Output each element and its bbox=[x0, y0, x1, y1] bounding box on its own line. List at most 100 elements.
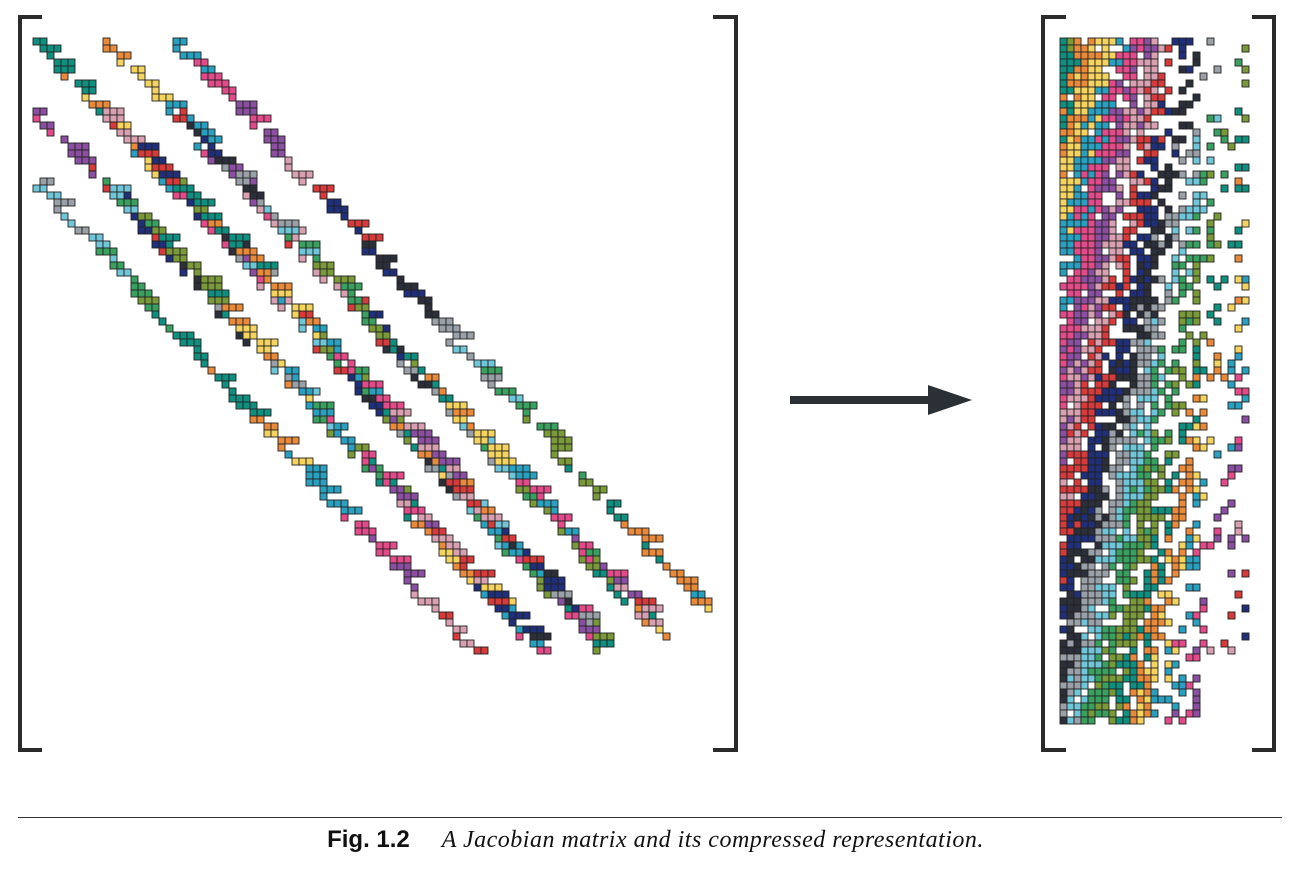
matrix-entry-cell bbox=[102, 247, 111, 256]
matrix-entry-cell bbox=[382, 401, 391, 410]
matrix-entry-cell bbox=[1122, 233, 1131, 242]
matrix-entry-cell bbox=[200, 198, 209, 207]
matrix-entry-cell bbox=[1129, 212, 1138, 221]
matrix-entry-cell bbox=[501, 457, 510, 466]
matrix-entry-cell bbox=[1150, 618, 1159, 627]
matrix-entry-cell bbox=[291, 366, 300, 375]
matrix-entry-cell bbox=[221, 233, 230, 242]
matrix-entry-cell bbox=[1143, 51, 1152, 60]
matrix-entry-cell bbox=[1101, 688, 1110, 697]
matrix-entry-cell bbox=[284, 156, 293, 165]
matrix-entry-cell bbox=[1094, 226, 1103, 235]
matrix-entry-cell bbox=[1178, 317, 1187, 326]
matrix-entry-cell bbox=[1087, 345, 1096, 354]
matrix-entry-cell bbox=[1185, 149, 1194, 158]
matrix-entry-cell bbox=[494, 450, 503, 459]
matrix-entry-cell bbox=[1157, 373, 1166, 382]
matrix-entry-cell bbox=[102, 114, 111, 123]
matrix-entry-cell bbox=[151, 310, 160, 319]
matrix-entry-cell bbox=[1234, 464, 1243, 473]
matrix-entry-cell bbox=[1136, 79, 1145, 88]
matrix-entry-cell bbox=[1136, 702, 1145, 711]
matrix-entry-cell bbox=[529, 492, 538, 501]
matrix-entry-cell bbox=[1136, 324, 1145, 333]
matrix-entry-cell bbox=[1122, 163, 1131, 172]
matrix-entry-cell bbox=[1143, 254, 1152, 263]
matrix-entry-cell bbox=[1199, 492, 1208, 501]
matrix-entry-cell bbox=[1143, 674, 1152, 683]
matrix-entry-cell bbox=[592, 618, 601, 627]
matrix-entry-cell bbox=[1087, 65, 1096, 74]
matrix-entry-cell bbox=[1115, 184, 1124, 193]
matrix-entry-cell bbox=[550, 583, 559, 592]
matrix-entry-cell bbox=[312, 240, 321, 249]
matrix-entry-cell bbox=[1192, 695, 1201, 704]
matrix-entry-cell bbox=[1157, 632, 1166, 641]
matrix-entry-cell bbox=[1150, 688, 1159, 697]
matrix-entry-cell bbox=[270, 128, 279, 137]
caption-text: A Jacobian matrix and its compressed rep… bbox=[441, 827, 984, 853]
matrix-entry-cell bbox=[466, 422, 475, 431]
matrix-entry-cell bbox=[557, 583, 566, 592]
matrix-entry-cell bbox=[550, 576, 559, 585]
matrix-entry-cell bbox=[1129, 618, 1138, 627]
matrix-entry-cell bbox=[235, 303, 244, 312]
matrix-entry-cell bbox=[1157, 604, 1166, 613]
matrix-entry-cell bbox=[1094, 163, 1103, 172]
matrix-entry-cell bbox=[382, 548, 391, 557]
matrix-entry-cell bbox=[1094, 107, 1103, 116]
matrix-entry-cell bbox=[1059, 142, 1068, 151]
matrix-entry-cell bbox=[1150, 583, 1159, 592]
matrix-entry-cell bbox=[1080, 296, 1089, 305]
matrix-entry-cell bbox=[1094, 72, 1103, 81]
matrix-entry-cell bbox=[1171, 450, 1180, 459]
matrix-entry-cell bbox=[1059, 233, 1068, 242]
matrix-entry-cell bbox=[396, 345, 405, 354]
matrix-entry-cell bbox=[1094, 184, 1103, 193]
matrix-entry-cell bbox=[207, 296, 216, 305]
matrix-entry-cell bbox=[333, 345, 342, 354]
matrix-entry-cell bbox=[389, 478, 398, 487]
matrix-entry-cell bbox=[200, 212, 209, 221]
matrix-entry-cell bbox=[1164, 240, 1173, 249]
matrix-entry-cell bbox=[249, 177, 258, 186]
matrix-entry-cell bbox=[1087, 44, 1096, 53]
matrix-entry-cell bbox=[452, 324, 461, 333]
matrix-entry-cell bbox=[1108, 625, 1117, 634]
matrix-entry-cell bbox=[1108, 366, 1117, 375]
matrix-entry-cell bbox=[1073, 177, 1082, 186]
matrix-entry-cell bbox=[1157, 485, 1166, 494]
matrix-entry-cell bbox=[291, 457, 300, 466]
matrix-entry-cell bbox=[158, 247, 167, 256]
matrix-entry-cell bbox=[1150, 100, 1159, 109]
matrix-entry-cell bbox=[1108, 506, 1117, 515]
matrix-entry-cell bbox=[1059, 429, 1068, 438]
matrix-entry-cell bbox=[1241, 163, 1250, 172]
matrix-entry-cell bbox=[109, 261, 118, 270]
matrix-entry-cell bbox=[1143, 422, 1152, 431]
matrix-entry-cell bbox=[200, 352, 209, 361]
matrix-entry-cell bbox=[249, 331, 258, 340]
matrix-entry-cell bbox=[1143, 625, 1152, 634]
matrix-entry-cell bbox=[326, 184, 335, 193]
matrix-entry-cell bbox=[515, 625, 524, 634]
matrix-entry-cell bbox=[1157, 240, 1166, 249]
matrix-entry-cell bbox=[130, 198, 139, 207]
matrix-entry-cell bbox=[221, 79, 230, 88]
matrix-entry-cell bbox=[1073, 240, 1082, 249]
matrix-entry-cell bbox=[1136, 485, 1145, 494]
matrix-entry-cell bbox=[417, 429, 426, 438]
matrix-entry-cell bbox=[1066, 345, 1075, 354]
matrix-entry-cell bbox=[1059, 135, 1068, 144]
matrix-entry-cell bbox=[368, 247, 377, 256]
matrix-entry-cell bbox=[1241, 44, 1250, 53]
matrix-entry-cell bbox=[585, 541, 594, 550]
matrix-entry-cell bbox=[1185, 100, 1194, 109]
matrix-entry-cell bbox=[480, 373, 489, 382]
matrix-entry-cell bbox=[1080, 401, 1089, 410]
matrix-entry-cell bbox=[1192, 212, 1201, 221]
matrix-entry-cell bbox=[312, 261, 321, 270]
matrix-entry-cell bbox=[277, 303, 286, 312]
matrix-entry-cell bbox=[522, 401, 531, 410]
matrix-entry-cell bbox=[599, 562, 608, 571]
